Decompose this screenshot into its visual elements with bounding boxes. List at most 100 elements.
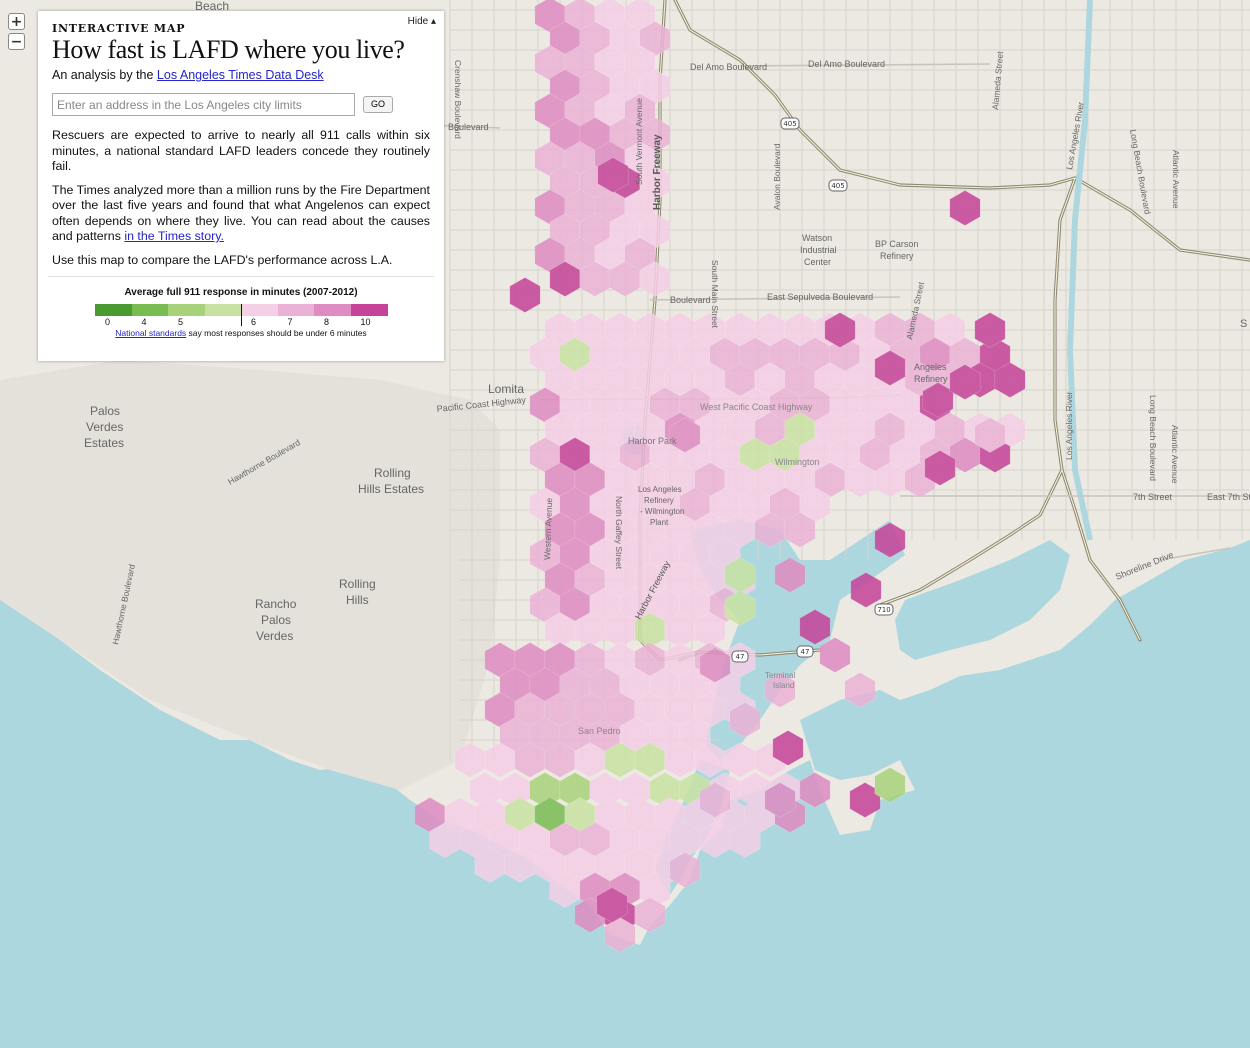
kicker: INTERACTIVE MAP (52, 22, 186, 35)
label-rolling-hills: Rolling Hills (339, 577, 376, 607)
byline-prefix: An analysis by the (52, 68, 157, 82)
svg-text:47: 47 (736, 653, 745, 661)
response-hex[interactable] (922, 382, 954, 418)
legend-label: 0 (105, 317, 111, 327)
response-hex[interactable] (799, 609, 831, 645)
info-panel: Hide ▴ INTERACTIVE MAP How fast is LAFD … (38, 11, 444, 361)
label-harbor-park: Harbor Park (628, 436, 677, 446)
response-hex[interactable] (772, 730, 804, 766)
response-hex[interactable] (844, 672, 876, 708)
label-edge-s: S (1240, 318, 1247, 330)
response-hex[interactable] (974, 312, 1006, 348)
response-hex[interactable] (994, 362, 1026, 398)
label-la-refinery: Los Angeles Refinery - Wilmington Plant (638, 485, 684, 527)
shield-710: 710 (874, 603, 894, 616)
hills-area (0, 360, 500, 790)
harbor-water-south (800, 690, 900, 780)
label-rolling-hills-estates: Rolling Hills Estates (358, 466, 424, 496)
response-hex[interactable] (774, 557, 806, 593)
legend-swatch (131, 304, 169, 316)
response-hex[interactable] (634, 897, 666, 933)
svg-text:405: 405 (783, 120, 796, 128)
label-vermont: South Vermont Avenue (634, 98, 644, 185)
legend-swatch (204, 304, 242, 316)
response-hex[interactable] (669, 852, 701, 888)
response-hex[interactable] (509, 277, 541, 313)
label-east-sepulveda: East Sepulveda Boulevard (767, 292, 873, 302)
legend-label: 8 (324, 317, 330, 327)
shield-405-b: 405 (828, 179, 848, 192)
times-story-link[interactable]: in the Times story. (124, 229, 224, 243)
response-hex[interactable] (824, 312, 856, 348)
legend-swatch (277, 304, 315, 316)
response-hex[interactable] (669, 417, 701, 453)
response-hex[interactable] (874, 350, 906, 386)
response-hex[interactable] (699, 782, 731, 818)
label-bp-carson: BP Carson Refinery (875, 239, 918, 261)
shield-47-a: 47 (731, 650, 749, 663)
analysis-text: The Times analyzed more than a million r… (52, 182, 430, 244)
label-western: Western Avenue (542, 497, 554, 560)
label-long-beach-blvd2: Long Beach Boulevard (1148, 395, 1158, 481)
response-hex[interactable] (699, 647, 731, 683)
legend-swatch (95, 304, 132, 316)
label-san-pedro: San Pedro (578, 726, 621, 736)
legend-label: 7 (287, 317, 293, 327)
legend-swatch (314, 304, 351, 316)
response-hex[interactable] (949, 190, 981, 226)
response-hex[interactable] (729, 822, 761, 858)
legend-label: 5 (178, 317, 184, 327)
address-search-input[interactable] (52, 93, 355, 116)
response-hex[interactable] (729, 702, 761, 738)
label-lomita: Lomita (488, 382, 524, 396)
zoom-out-button[interactable]: − (8, 33, 25, 50)
la-river-channel (1066, 0, 1093, 541)
response-hex[interactable] (639, 261, 671, 297)
label-gaffey: North Gaffey Street (614, 496, 624, 570)
response-hex[interactable] (949, 364, 981, 400)
response-hex[interactable] (819, 637, 851, 673)
response-hex[interactable] (764, 672, 796, 708)
label-wilmington: Wilmington (775, 457, 820, 467)
response-hex[interactable] (596, 887, 628, 923)
legend-title: Average full 911 response in minutes (20… (124, 287, 358, 298)
legend-label: 10 (360, 317, 371, 327)
shield-47-b: 47 (796, 645, 814, 658)
go-button[interactable]: GO (363, 96, 394, 113)
response-hex[interactable] (639, 872, 671, 908)
route-shields: 405 405 710 47 47 (731, 117, 894, 663)
response-hex[interactable] (874, 767, 906, 803)
svg-text:47: 47 (801, 648, 810, 656)
label-main: South Main Street (710, 260, 720, 329)
data-desk-link[interactable]: Los Angeles Times Data Desk (156, 68, 324, 82)
response-hex[interactable] (799, 772, 831, 808)
hide-panel-button[interactable]: Hide ▴ (407, 16, 436, 27)
response-hex[interactable] (850, 572, 882, 608)
label-beach: Beach (195, 0, 229, 13)
response-hex[interactable] (974, 417, 1006, 453)
legend-note-text: say most responses should be under 6 min… (186, 328, 367, 338)
search-row: GO (52, 93, 430, 116)
legend-note: National standards say most responses sh… (52, 328, 430, 338)
label-la-river2: Los Angeles River (1064, 391, 1074, 460)
svg-text:405: 405 (831, 182, 844, 190)
response-hex[interactable] (597, 157, 629, 193)
response-hex[interactable] (849, 782, 881, 818)
hexbin-layer[interactable] (414, 0, 1026, 953)
label-del-amo: Del Amo Boulevard (690, 62, 767, 72)
zoom-in-button[interactable]: + (8, 13, 25, 30)
response-hex[interactable] (924, 450, 956, 486)
response-hex[interactable] (764, 782, 796, 818)
response-hex[interactable] (784, 512, 816, 548)
label-watson: Watson Industrial Center (800, 233, 837, 267)
response-hex[interactable] (724, 557, 756, 593)
harbor-water-east (895, 540, 1070, 660)
intro-paragraph: Rescuers are expected to arrive to nearl… (52, 128, 430, 173)
response-hex[interactable] (724, 590, 756, 626)
national-standards-link[interactable]: National standards (115, 328, 187, 338)
divider (48, 276, 434, 277)
response-hex[interactable] (874, 522, 906, 558)
label-rancho-palos-verdes: Rancho Palos Verdes (255, 597, 297, 643)
response-hex[interactable] (694, 612, 726, 648)
page-title: How fast is LAFD where you live? (52, 35, 405, 64)
